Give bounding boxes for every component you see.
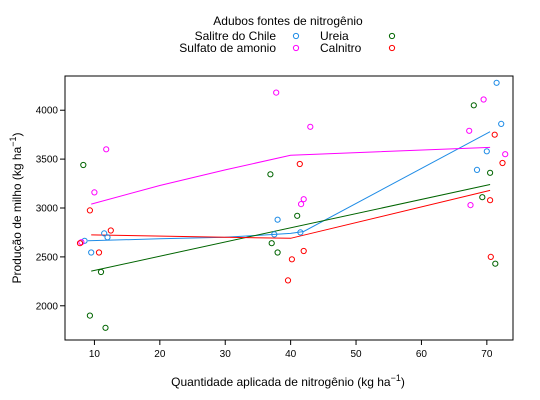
legend-entry-marker xyxy=(292,44,300,52)
x-axis-label-end: ) xyxy=(401,375,405,389)
data-point xyxy=(76,240,84,247)
data-point xyxy=(487,253,494,260)
x-tick-label: 20 xyxy=(154,349,166,360)
y-tick-label: 4000 xyxy=(36,106,59,117)
data-point xyxy=(101,230,108,237)
legend-entry-label: Sulfato de amonio xyxy=(179,41,276,55)
data-point xyxy=(307,123,314,130)
data-point xyxy=(492,260,499,267)
data-point xyxy=(483,148,490,155)
y-axis-label-main: Produção de milho (kg ha xyxy=(10,146,24,283)
data-point xyxy=(97,268,105,276)
x-tick-label: 70 xyxy=(481,349,493,360)
x-tick-label: 10 xyxy=(89,349,101,360)
data-point xyxy=(274,249,281,256)
data-point xyxy=(491,131,498,138)
legend-entry-marker xyxy=(388,44,396,52)
data-point xyxy=(284,277,292,284)
series-lines xyxy=(87,131,491,272)
data-point xyxy=(498,120,505,128)
y-axis-label-sup: −1 xyxy=(8,136,18,146)
data-point xyxy=(502,151,509,158)
data-point xyxy=(470,102,477,109)
data-point xyxy=(80,161,87,169)
data-point xyxy=(268,240,275,247)
data-point xyxy=(493,79,500,86)
series-line xyxy=(87,131,491,242)
y-tick-label: 2500 xyxy=(36,252,59,263)
data-point xyxy=(296,160,303,168)
data-point xyxy=(300,196,307,203)
x-axis: 10 20 30 40 50 60 70 xyxy=(89,340,493,360)
legend-entry-label: Calnitro xyxy=(320,41,362,55)
data-point xyxy=(467,202,474,209)
legend: Adubos fontes de nitrogênio Salitre do C… xyxy=(179,14,396,55)
legend-entry-label: Ureia xyxy=(320,29,349,43)
y-tick-label: 3000 xyxy=(36,204,59,215)
data-point xyxy=(81,237,88,244)
data-point xyxy=(300,247,307,255)
data-point xyxy=(78,239,85,246)
y-axis-label-end: ) xyxy=(10,132,24,136)
data-point xyxy=(480,96,487,103)
y-tick-label: 2000 xyxy=(36,301,59,312)
data-point xyxy=(294,212,301,219)
data-point xyxy=(86,207,94,214)
data-point xyxy=(487,197,494,204)
data-point xyxy=(298,201,305,208)
data-point xyxy=(86,312,94,319)
series-line xyxy=(91,189,491,239)
data-point xyxy=(466,127,473,134)
legend-entry-marker xyxy=(388,32,396,40)
data-point xyxy=(107,227,114,234)
data-point xyxy=(274,216,281,223)
legend-entry-label: Salitre do Chile xyxy=(195,29,277,43)
data-point xyxy=(271,231,278,238)
data-point xyxy=(479,194,486,201)
data-point xyxy=(95,249,103,256)
legend-entry-marker xyxy=(292,32,300,40)
data-point xyxy=(288,256,295,263)
series-line xyxy=(91,184,491,272)
data-point xyxy=(487,169,494,176)
data-point xyxy=(88,249,95,256)
series-line xyxy=(91,146,491,205)
x-axis-label-sup: −1 xyxy=(391,373,401,383)
data-point xyxy=(499,159,506,167)
data-point xyxy=(273,89,280,96)
y-axis-label: Produção de milho (kg ha−1) xyxy=(8,132,24,283)
series-points xyxy=(76,79,509,331)
x-axis-label: Quantidade aplicada de nitrogênio (kg ha… xyxy=(171,373,405,389)
x-tick-label: 60 xyxy=(416,349,428,360)
x-axis-label-main: Quantidade aplicada de nitrogênio (kg ha xyxy=(171,375,391,389)
data-point xyxy=(91,189,98,196)
x-tick-label: 30 xyxy=(220,349,232,360)
data-point xyxy=(297,229,304,236)
y-tick-label: 3500 xyxy=(36,155,59,166)
plot-frame xyxy=(64,75,514,341)
data-point xyxy=(104,234,111,241)
data-point xyxy=(473,166,481,173)
data-point xyxy=(102,324,109,331)
y-axis: 2000 2500 3000 3500 4000 xyxy=(36,106,65,312)
data-point xyxy=(103,146,110,153)
x-tick-label: 40 xyxy=(285,349,297,360)
data-point xyxy=(267,171,274,178)
legend-title: Adubos fontes de nitrogênio xyxy=(213,14,363,28)
x-tick-label: 50 xyxy=(350,349,362,360)
